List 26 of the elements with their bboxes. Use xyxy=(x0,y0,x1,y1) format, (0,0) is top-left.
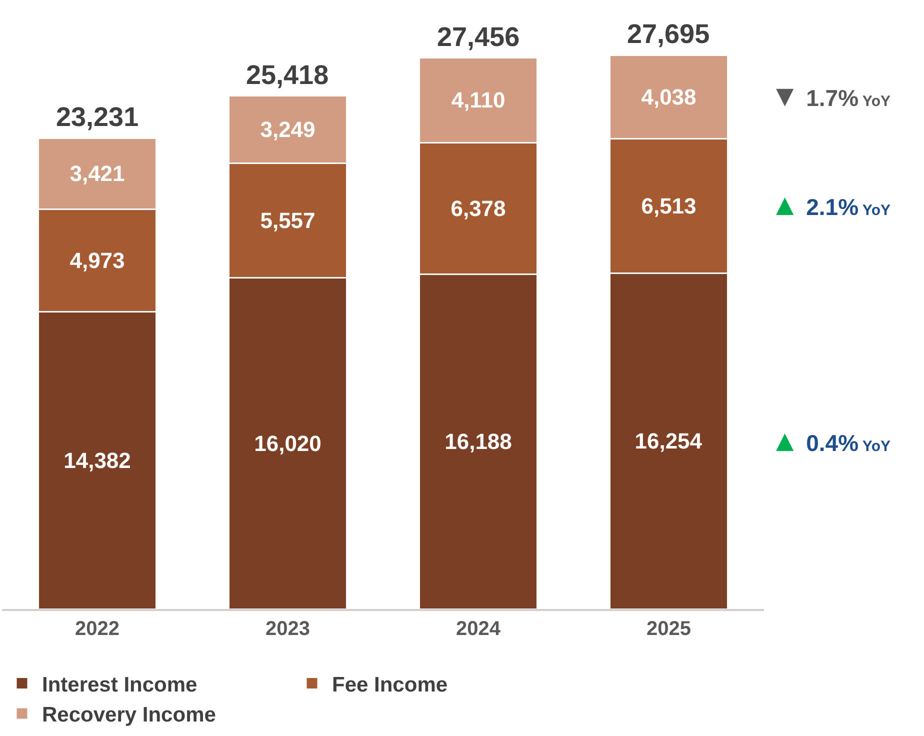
x-tick-label: 2022 xyxy=(75,618,120,640)
text: 27,695 xyxy=(627,19,710,49)
legend-label: Interest Income xyxy=(42,673,198,696)
data-label: 6,513 xyxy=(641,193,696,218)
data-label: 5,557 xyxy=(260,208,316,234)
text: ▼ 1.7% YoY xyxy=(770,80,890,113)
data-label: 4,973 xyxy=(70,248,125,273)
data-label: 3,249 xyxy=(260,117,316,142)
text: 27,456 xyxy=(437,22,520,52)
data-label: 6,378 xyxy=(450,196,506,222)
data-label: 3,421 xyxy=(70,161,125,186)
x-tick-label: 2025 xyxy=(646,618,691,640)
x-tick-label: 2024 xyxy=(456,618,502,640)
data-label: 4,110 xyxy=(451,88,506,113)
data-label: 14,382 xyxy=(64,448,131,473)
x-tick-label: 2023 xyxy=(266,618,310,640)
data-label: 16,188 xyxy=(444,429,512,454)
annotation: 23,231 xyxy=(56,102,139,132)
data-label: 4,038 xyxy=(641,84,696,110)
text: ▲ 2.1% YoY xyxy=(770,189,890,222)
text: ▲ 0.4% YoY xyxy=(770,425,890,458)
data-label: 16,254 xyxy=(634,428,703,454)
legend-label: Fee Income xyxy=(332,673,448,696)
data-label: 16,020 xyxy=(254,430,322,456)
legend-label: Recovery Income xyxy=(42,704,216,727)
annotation: 25,418 xyxy=(246,60,329,90)
